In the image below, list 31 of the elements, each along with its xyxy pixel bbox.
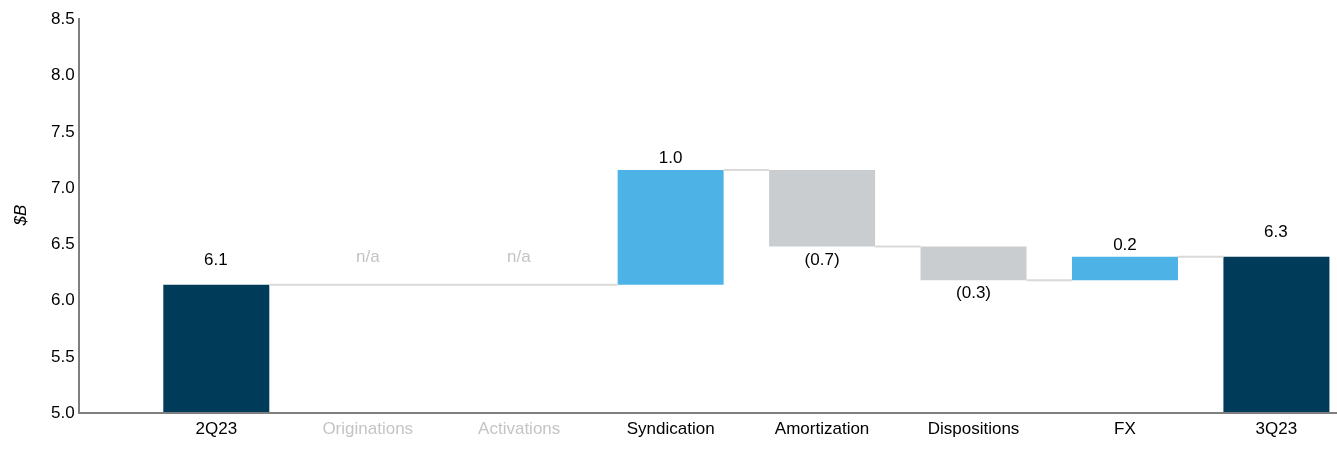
data-label: (0.7) bbox=[804, 249, 840, 269]
y-axis-title: $B bbox=[11, 204, 31, 227]
bar bbox=[617, 169, 724, 285]
text: n/a bbox=[356, 247, 380, 266]
x-tick-label: Syndication bbox=[626, 419, 715, 439]
data-label: (0.3) bbox=[956, 283, 992, 303]
y-tick-label: 6.0 bbox=[50, 290, 75, 310]
data-label: 0.2 bbox=[1113, 234, 1137, 254]
bar bbox=[1071, 256, 1178, 281]
x-tick-label: Amortization bbox=[774, 419, 870, 439]
text: n/a bbox=[507, 247, 531, 266]
bar bbox=[920, 246, 1027, 281]
y-tick-label: 7.5 bbox=[50, 121, 75, 141]
y-tick-label: 8.5 bbox=[50, 8, 75, 28]
y-tick-label: 8.0 bbox=[50, 65, 75, 85]
x-tick-label: FX bbox=[1114, 419, 1136, 439]
annotation: 6.3 bbox=[1264, 222, 1288, 241]
y-tick-label: 5.5 bbox=[50, 346, 75, 366]
x-tick-label: 2Q23 bbox=[195, 419, 238, 439]
x-tick-label: Activations bbox=[478, 419, 561, 439]
x-tick-label: Originations bbox=[322, 419, 414, 439]
data-label: 1.0 bbox=[658, 147, 683, 167]
bar bbox=[1223, 256, 1330, 412]
x-tick-label: Dispositions bbox=[927, 419, 1020, 439]
y-tick-label: 6.5 bbox=[50, 234, 75, 254]
y-tick-label: 7.0 bbox=[50, 177, 75, 197]
bar bbox=[769, 169, 876, 247]
y-tick-label: 5.0 bbox=[50, 402, 75, 422]
annotation: 6.1 bbox=[204, 250, 228, 269]
x-tick-label: 3Q23 bbox=[1255, 419, 1298, 439]
bar bbox=[163, 284, 270, 412]
